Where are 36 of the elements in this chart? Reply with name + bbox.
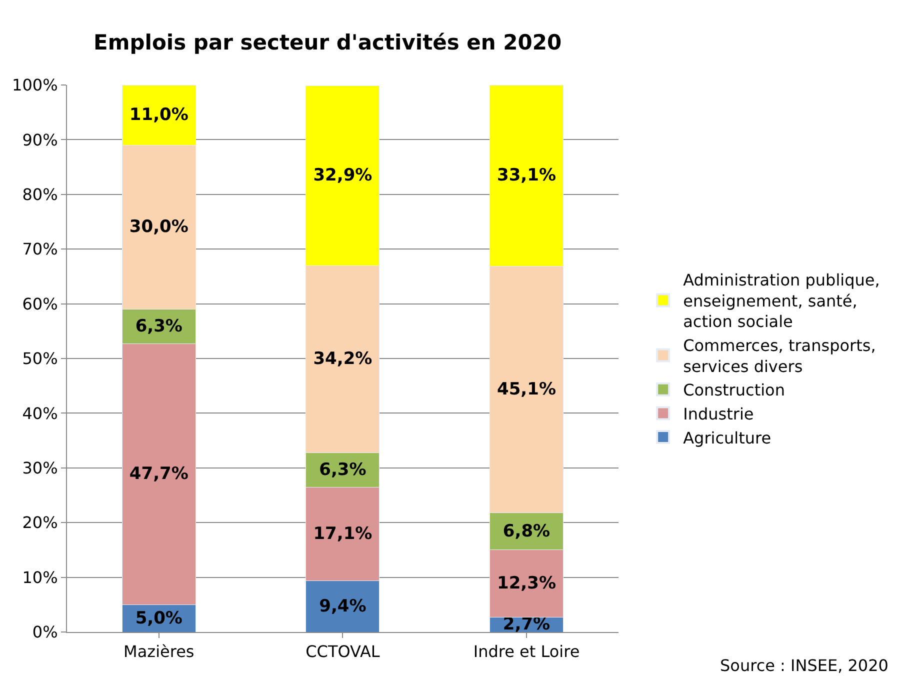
data-label: 47,7% xyxy=(129,464,188,484)
y-tick-label: 10% xyxy=(22,568,58,587)
y-tick-label: 50% xyxy=(22,349,58,368)
data-label: 9,4% xyxy=(319,596,366,616)
data-label: 32,9% xyxy=(313,166,372,186)
y-tick-label: 80% xyxy=(22,185,58,204)
chart-title: Emplois par secteur d'activités en 2020 xyxy=(94,30,562,54)
data-label: 5,0% xyxy=(135,608,182,628)
y-tick-label: 90% xyxy=(22,130,58,150)
legend-label: Industrie xyxy=(683,404,754,424)
y-tick-label: 40% xyxy=(22,404,58,423)
legend-label: Construction xyxy=(683,380,785,400)
x-tick-label: Indre et Loire xyxy=(473,642,580,662)
y-tick-label: 30% xyxy=(22,458,58,478)
data-label: 30,0% xyxy=(129,217,188,238)
legend-label: Agriculture xyxy=(683,428,772,448)
data-label: 34,2% xyxy=(313,349,372,370)
data-label: 6,8% xyxy=(502,521,550,542)
y-tick-label: 60% xyxy=(22,294,58,314)
legend-label: Commerces, transports, services divers xyxy=(683,336,876,376)
x-tick-label: Mazières xyxy=(124,642,194,662)
data-label: 11,0% xyxy=(129,105,188,126)
data-label: 12,3% xyxy=(497,574,556,594)
y-tick-label: 20% xyxy=(22,513,58,532)
data-label: 33,1% xyxy=(497,166,556,186)
y-tick-label: 100% xyxy=(12,76,58,95)
source-note: Source : INSEE, 2020 xyxy=(720,656,888,675)
y-tick-label: 70% xyxy=(22,240,58,259)
y-tick-label: 0% xyxy=(32,622,58,642)
legend-label: Administration publique, enseignement, santé, action sociale xyxy=(683,270,880,332)
data-label: 17,1% xyxy=(313,524,372,544)
data-label: 6,3% xyxy=(319,460,366,480)
data-label: 6,3% xyxy=(135,316,182,336)
data-label: 45,1% xyxy=(497,379,556,400)
data-label: 2,7% xyxy=(502,614,550,635)
x-tick-label: CCTOVAL xyxy=(306,642,380,662)
